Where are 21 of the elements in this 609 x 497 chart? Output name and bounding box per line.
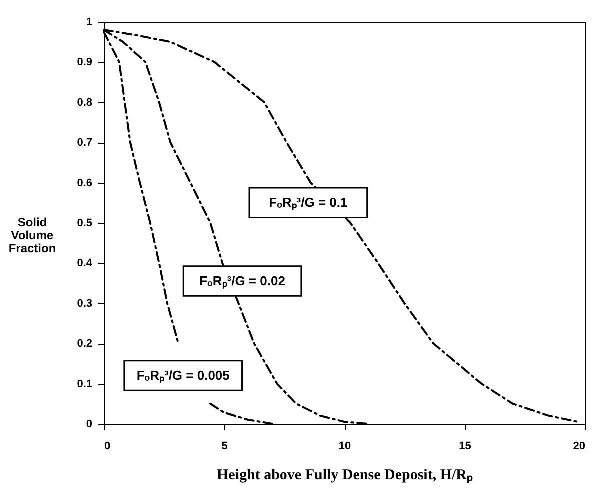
series-label: FₒRₚ³/G = 0.1 — [269, 194, 348, 211]
y-tick-label: 1 — [86, 16, 92, 28]
series-label: FₒRₚ³/G = 0.02 — [200, 273, 286, 290]
y-tick-label: 0.1 — [77, 378, 92, 390]
text: FₒRₚ³/G = 0.005 — [136, 368, 230, 384]
y-axis-title: Solid Volume Fraction — [8, 216, 56, 256]
x-tick-label: 0 — [104, 440, 111, 452]
y-tick-label: 0.5 — [77, 218, 92, 230]
y-tick-label: 0.3 — [77, 298, 92, 310]
y-tick-label: 0.7 — [77, 137, 92, 150]
x-tick-label: 5 — [222, 440, 228, 452]
x-tick-label: 20 — [573, 440, 586, 452]
y-tick-label: 0.4 — [77, 258, 94, 270]
y-tick-label: 0.8 — [77, 96, 92, 109]
y-tick-label: 0.9 — [77, 56, 92, 69]
y-tick-label: 0 — [86, 418, 92, 430]
x-axis-title: Height above Fully Dense Deposit, H/Rₚ — [217, 468, 473, 484]
y-tick-label: 0.6 — [77, 177, 92, 190]
x-tick-label: 15 — [459, 440, 472, 452]
x-tick-label: 10 — [338, 440, 352, 452]
y-tick-label: 0.2 — [77, 338, 92, 350]
